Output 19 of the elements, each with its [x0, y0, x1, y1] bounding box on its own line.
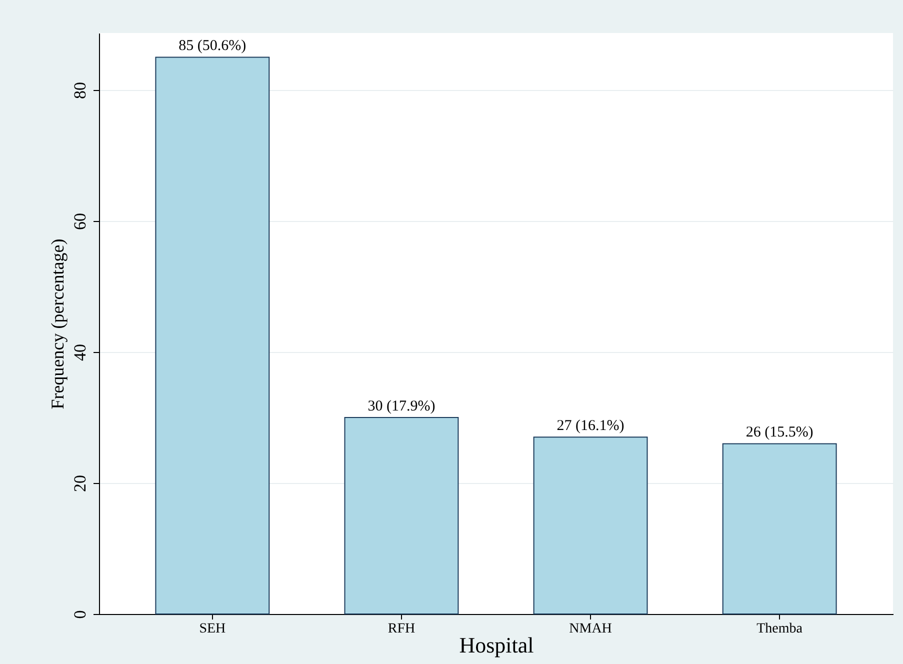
y-tick-label: 0 [70, 610, 90, 619]
y-tick-label: 40 [70, 344, 90, 361]
x-tick-label: Themba [756, 622, 804, 636]
bar [533, 436, 648, 614]
bar [344, 416, 459, 614]
data-label: 27 (16.1%) [556, 418, 624, 434]
data-label: 26 (15.5%) [746, 424, 814, 441]
data-label: 30 (17.9%) [368, 398, 436, 414]
y-tick-label: 80 [70, 82, 90, 99]
y-tick-label: 20 [70, 474, 90, 492]
data-label: 85 (50.6%) [178, 38, 246, 54]
bar [722, 443, 837, 614]
x-axis-title: Hospital [459, 632, 534, 658]
y-axis-title: Frequency (percentage) [48, 238, 68, 410]
bar [155, 56, 270, 614]
y-tick-label: 60 [70, 212, 90, 230]
x-tick-label: RFH [388, 622, 416, 636]
x-tick-label: SEH [199, 622, 226, 636]
x-tick-label: NMAH [569, 622, 612, 636]
